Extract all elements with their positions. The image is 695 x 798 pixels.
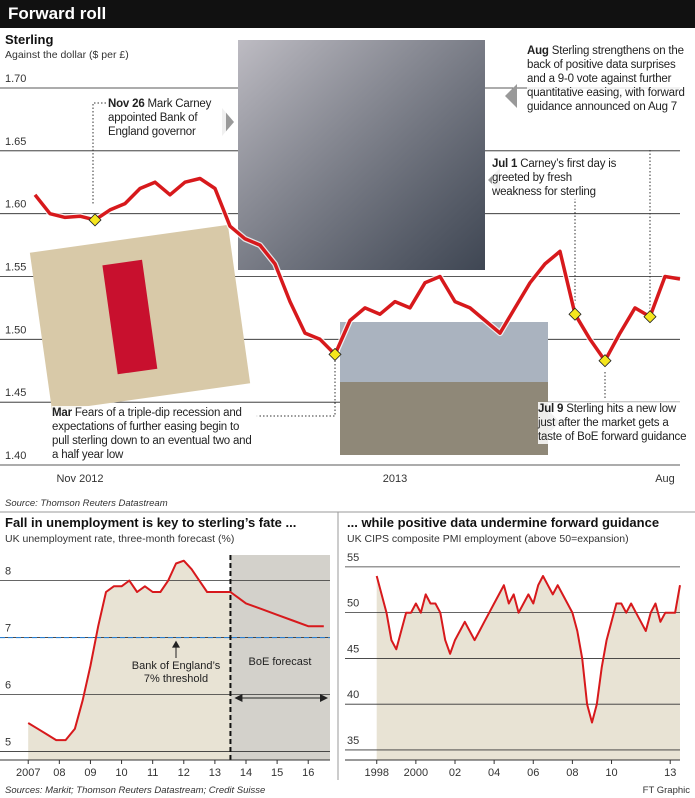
x-tick-label: 2013 [383, 473, 407, 485]
y-tick-label: 1.40 [5, 450, 26, 462]
x-tick-label: 2000 [404, 767, 428, 779]
y-tick-label: 7 [5, 623, 11, 635]
photo-sky [340, 322, 548, 382]
marker [643, 310, 657, 324]
x-tick-label: 13 [209, 767, 221, 779]
y-tick-label: 5 [5, 736, 11, 748]
annotation: Mar Fears of a triple-dip recession and … [52, 406, 258, 462]
x-tick-label: 13 [664, 767, 676, 779]
annotation-date: Jul 1 [492, 158, 518, 170]
x-tick-label: 15 [271, 767, 283, 779]
chart-title: Fall in unemployment is key to sterling’… [5, 515, 296, 530]
y-tick-label: 1.60 [5, 199, 26, 211]
x-tick-label: 14 [240, 767, 252, 779]
y-tick-label: 35 [347, 735, 359, 747]
y-tick-label: 1.50 [5, 324, 26, 336]
chart-title: Sterling [5, 32, 53, 47]
chart-subtitle: Against the dollar ($ per £) [5, 49, 129, 61]
y-tick-label: 50 [347, 598, 359, 610]
chart-subtitle: UK CIPS composite PMI employment (above … [347, 533, 629, 545]
marker [328, 347, 342, 361]
line [27, 559, 324, 742]
y-tick-label: 1.45 [5, 387, 26, 399]
leader-line [256, 360, 336, 417]
y-tick-label: 45 [347, 643, 359, 655]
photo-shade [238, 40, 485, 270]
x-tick-label: 09 [84, 767, 96, 779]
x-tick-label: 02 [449, 767, 461, 779]
header-bar [0, 0, 695, 28]
x-tick-label: 10 [605, 767, 617, 779]
x-tick-label: 2007 [16, 767, 40, 779]
marker [88, 213, 102, 227]
arrow-head [234, 694, 243, 702]
annotation: Nov 26 Mark Carney appointed Bank of Eng… [108, 97, 226, 139]
x-tick-label: 16 [302, 767, 314, 779]
x-tick-label: 04 [488, 767, 500, 779]
credit: FT Graphic [643, 785, 691, 796]
annotation-text: Mark Carney appointed Bank of England go… [108, 98, 212, 138]
page-title: Forward roll [8, 4, 106, 23]
annotation-text: Carney’s first day is greeted by fresh w… [492, 158, 617, 198]
y-tick-label: 55 [347, 552, 359, 564]
arrow [505, 84, 517, 108]
y-tick-label: 8 [5, 566, 11, 578]
annotation-text: Sterling strengthens on the back of posi… [527, 45, 685, 113]
annotation-date: Jul 9 [538, 403, 564, 415]
annotation: Jul 9 Sterling hits a new low just after… [538, 402, 688, 444]
annotation-date: Nov 26 [108, 98, 145, 110]
x-tick-label: 10 [115, 767, 127, 779]
x-tick-label: 11 [147, 767, 158, 779]
annotation: Bank of England’s 7% threshold [131, 660, 221, 685]
x-tick-label: Nov 2012 [56, 473, 103, 485]
y-tick-label: 40 [347, 689, 359, 701]
sources: Sources: Markit; Thomson Reuters Datastr… [5, 785, 265, 796]
annotation-date: Aug [527, 45, 549, 57]
arrow-head [172, 640, 180, 648]
y-tick-label: 1.55 [5, 262, 26, 274]
line [375, 575, 681, 724]
chart-subtitle: UK unemployment rate, three-month foreca… [5, 533, 234, 545]
x-tick-label: 06 [527, 767, 539, 779]
banknote-band [102, 259, 158, 375]
x-tick-label: 12 [178, 767, 190, 779]
annotation: BoE forecast [248, 656, 312, 668]
arrow-head [320, 694, 328, 702]
forecast-region [230, 555, 330, 760]
photos [29, 40, 560, 455]
marker [568, 307, 582, 321]
source: Source: Thomson Reuters Datastream [5, 498, 168, 509]
annotation-text: Fears of a triple-dip recession and expe… [52, 407, 252, 461]
y-tick-label: 1.70 [5, 73, 26, 85]
x-tick-label: 08 [53, 767, 65, 779]
x-tick-label: 08 [566, 767, 578, 779]
annotation: Aug Sterling strengthens on the back of … [527, 44, 689, 114]
y-tick-label: 6 [5, 680, 11, 692]
leaders [92, 102, 651, 417]
annotation-date: Mar [52, 407, 72, 419]
y-tick-label: 1.65 [5, 136, 26, 148]
area [376, 576, 680, 760]
annotation-text: Sterling hits a new low just after the m… [538, 403, 687, 443]
chart-title: ... while positive data undermine forwar… [347, 515, 659, 530]
marker [598, 354, 612, 368]
leader-line [92, 102, 106, 204]
line [33, 176, 681, 363]
x-tick-label: Aug [655, 473, 675, 485]
x-tick-label: 1998 [364, 767, 388, 779]
annotation: Jul 1 Carney’s first day is greeted by f… [492, 157, 622, 199]
